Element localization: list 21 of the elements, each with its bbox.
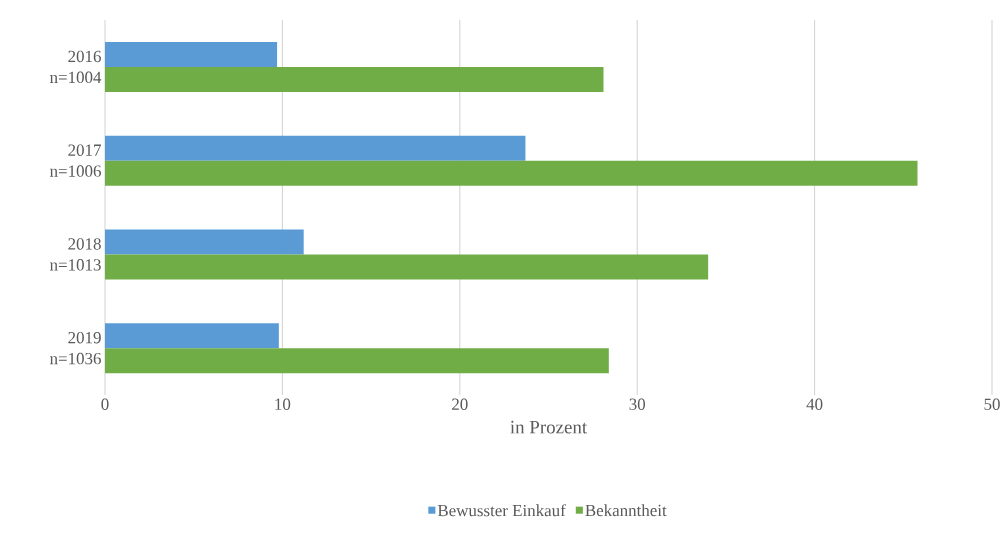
bar — [105, 229, 304, 255]
y-tick-label: 2017 n=1006 — [49, 144, 101, 177]
y-tick-label: 2016 n=1004 — [49, 50, 102, 84]
legend-label: Bekanntheit — [585, 504, 667, 517]
y-tick-label: 2019 n=1036 — [49, 331, 101, 365]
x-tick-label: 40 — [806, 398, 823, 410]
x-tick-label: 0 — [101, 398, 109, 410]
x-tick-label: 30 — [629, 398, 646, 410]
bar — [105, 135, 526, 161]
bar — [105, 348, 609, 374]
bar — [105, 323, 279, 349]
y-tick-label: 2018 n=1013 — [49, 238, 101, 271]
bar — [105, 254, 709, 280]
bar — [105, 41, 278, 67]
x-tick-label: 50 — [984, 398, 1000, 410]
x-axis-title: in Prozent — [510, 420, 588, 434]
bar — [105, 66, 604, 92]
x-tick-label: 20 — [452, 398, 468, 410]
x-tick-label: 10 — [275, 398, 291, 410]
bar — [105, 160, 918, 186]
legend-label: Bewusster Einkauf — [437, 504, 566, 517]
